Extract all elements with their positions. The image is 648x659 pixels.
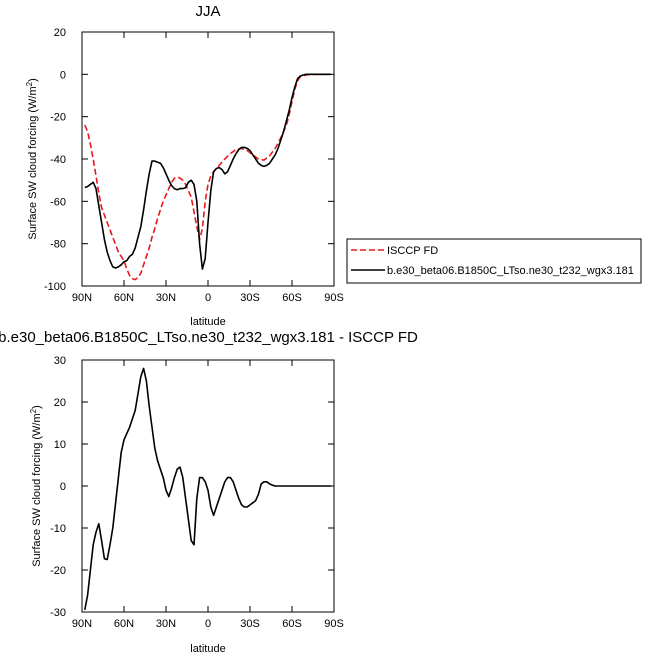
- bottom-series-line-0: [84, 367, 332, 611]
- top-chart-title: JJA: [195, 3, 220, 20]
- top-y-tick-label: 20: [54, 27, 66, 39]
- bottom-x-tick-label: 60N: [114, 618, 134, 630]
- top-x-tick-label: 30N: [156, 292, 176, 304]
- top-x-tick-label: 0: [205, 292, 211, 304]
- bottom-y-tick-label: 30: [54, 355, 66, 367]
- bottom-y-tick-label: -30: [50, 607, 66, 619]
- top-x-tick-label: 60S: [282, 292, 302, 304]
- top-series-line-1: [84, 73, 332, 270]
- bottom-y-tick-label: 20: [54, 397, 66, 409]
- bottom-y-tick-label: -20: [50, 565, 66, 577]
- legend-label-isccp: ISCCP FD: [387, 245, 438, 257]
- top-panel: JJA 90N 60N 30N 0 30S 60S 90S -100 -80 -60 -40 -20…: [25, 3, 642, 328]
- top-y-tick-label: -60: [50, 196, 66, 208]
- top-y-tick-label: -100: [44, 281, 66, 293]
- top-x-tick-label: 90N: [72, 292, 92, 304]
- legend: ISCCP FD b.e30_beta06.B1850C_LTso.ne30_t…: [346, 238, 642, 284]
- bottom-x-ticks: 90N 60N 30N 0 30S 60S 90S: [72, 360, 344, 630]
- bottom-y-axis-label: Surface SW cloud forcing (W/m2): [29, 405, 43, 567]
- top-y-axis-label: Surface SW cloud forcing (W/m2): [25, 78, 39, 240]
- top-x-tick-label: 60N: [114, 292, 134, 304]
- legend-box: [346, 238, 642, 284]
- bottom-x-tick-label: 90S: [324, 618, 344, 630]
- top-series-line-0: [84, 73, 332, 281]
- top-y-tick-label: 0: [60, 69, 66, 81]
- top-x-axis-label: latitude: [190, 316, 225, 328]
- bottom-x-tick-label: 30N: [156, 618, 176, 630]
- bottom-x-axis-label: latitude: [190, 643, 225, 655]
- top-x-tick-label: 90S: [324, 292, 344, 304]
- bottom-y-tick-label: 0: [60, 481, 66, 493]
- top-series-lines: [84, 73, 332, 281]
- legend-label-model: b.e30_beta06.B1850C_LTso.ne30_t232_wgx3.…: [387, 265, 634, 277]
- bottom-x-tick-label: 60S: [282, 618, 302, 630]
- bottom-y-ticks: -30 -20 -10 0 10 20 30: [50, 355, 334, 619]
- bottom-y-tick-label: -10: [50, 523, 66, 535]
- bottom-x-tick-label: 0: [205, 618, 211, 630]
- bottom-series-lines: [84, 367, 332, 611]
- top-y-tick-label: -80: [50, 239, 66, 251]
- bottom-x-tick-label: 30S: [240, 618, 260, 630]
- top-x-ticks: 90N 60N 30N 0 30S 60S 90S: [72, 32, 344, 304]
- bottom-chart-title: b.e30_beta06.B1850C_LTso.ne30_t232_wgx3.…: [0, 329, 418, 346]
- bottom-panel: b.e30_beta06.B1850C_LTso.ne30_t232_wgx3.…: [0, 329, 418, 655]
- bottom-x-tick-label: 90N: [72, 618, 92, 630]
- top-y-tick-label: -40: [50, 154, 66, 166]
- top-plot-frame: [81, 31, 335, 287]
- top-y-ticks: -100 -80 -60 -40 -20 0 20: [44, 27, 334, 293]
- bottom-y-tick-label: 10: [54, 439, 66, 451]
- top-x-tick-label: 30S: [240, 292, 260, 304]
- top-y-tick-label: -20: [50, 112, 66, 124]
